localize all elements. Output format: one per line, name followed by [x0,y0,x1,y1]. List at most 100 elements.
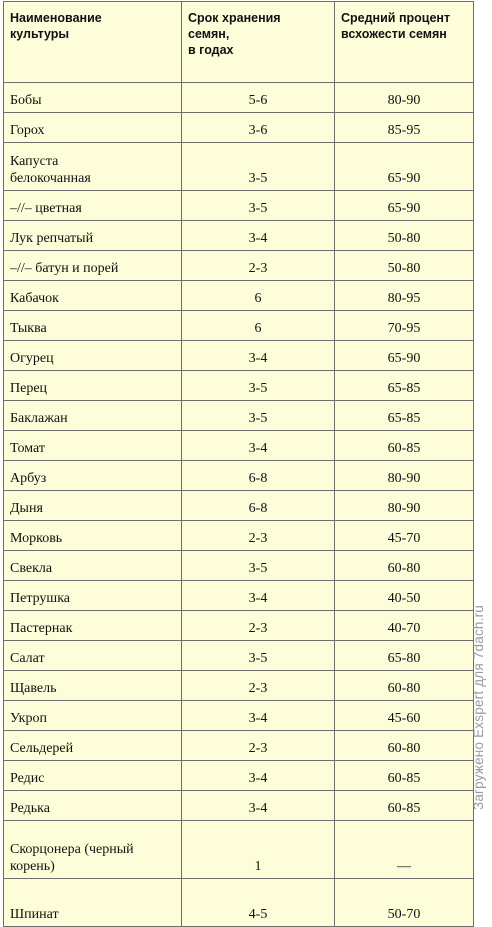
cell-storage-years: 3-4 [181,580,335,611]
cell-germination-percent: 85-95 [334,112,474,143]
table-row: Бобы 5-6 80-90 [3,82,474,113]
cell-storage-years: 3-4 [181,700,335,731]
cell-germination-percent: 60-85 [334,430,474,461]
cell-storage-years: 2-3 [181,730,335,761]
cell-culture-name: Бобы [3,82,182,113]
cell-germination-percent: 60-85 [334,790,474,821]
cell-germination-percent: 80-90 [334,82,474,113]
cell-germination-percent: 50-70 [334,878,474,927]
cell-storage-years: 6-8 [181,460,335,491]
table-row: Морковь 2-3 45-70 [3,520,474,551]
cell-culture-name: Перец [3,370,182,401]
cell-germination-percent: — [334,820,474,879]
table-row: Томат 3-4 60-85 [3,430,474,461]
table-row: Редис 3-4 60-85 [3,760,474,791]
cell-germination-percent: 65-85 [334,370,474,401]
cell-germination-percent: 50-80 [334,220,474,251]
cell-storage-years: 3-5 [181,550,335,581]
cell-culture-name: Баклажан [3,400,182,431]
cell-culture-name: Дыня [3,490,182,521]
cell-culture-name: Капуста белокочанная [3,142,182,191]
table-row: –//– батун и порей 2-3 50-80 [3,250,474,281]
cell-culture-name: Щавель [3,670,182,701]
cell-storage-years: 3-4 [181,760,335,791]
table-header-row: Наименование культуры Срок хранения семя… [3,1,474,83]
cell-culture-name: Томат [3,430,182,461]
cell-culture-name: Укроп [3,700,182,731]
table-row: Арбуз 6-8 80-90 [3,460,474,491]
cell-storage-years: 6-8 [181,490,335,521]
cell-germination-percent: 45-70 [334,520,474,551]
cell-storage-years: 3-6 [181,112,335,143]
table-row: Пастернак 2-3 40-70 [3,610,474,641]
table-row: Горох 3-6 85-95 [3,112,474,143]
cell-germination-percent: 65-90 [334,190,474,221]
table-row: Баклажан 3-5 65-85 [3,400,474,431]
table-row: Дыня 6-8 80-90 [3,490,474,521]
table-row: Перец 3-5 65-85 [3,370,474,401]
cell-storage-years: 5-6 [181,82,335,113]
cell-germination-percent: 60-80 [334,730,474,761]
cell-culture-name: Редис [3,760,182,791]
cell-culture-name: Арбуз [3,460,182,491]
header-storage-years: Срок хранения семян, в годах [181,1,335,83]
cell-germination-percent: 65-80 [334,640,474,671]
cell-storage-years: 3-5 [181,190,335,221]
cell-storage-years: 3-5 [181,640,335,671]
cell-storage-years: 3-5 [181,370,335,401]
table-row: Петрушка 3-4 40-50 [3,580,474,611]
table-row: Сельдерей 2-3 60-80 [3,730,474,761]
seed-storage-table: Наименование культуры Срок хранения семя… [3,1,474,927]
cell-culture-name: Редька [3,790,182,821]
cell-germination-percent: 80-90 [334,490,474,521]
cell-storage-years: 1 [181,820,335,879]
cell-storage-years: 3-5 [181,400,335,431]
cell-germination-percent: 40-50 [334,580,474,611]
cell-culture-name: Тыква [3,310,182,341]
cell-culture-name: Салат [3,640,182,671]
cell-storage-years: 2-3 [181,520,335,551]
cell-germination-percent: 80-90 [334,460,474,491]
cell-culture-name: Скорцонера (черный корень) [3,820,182,879]
cell-storage-years: 3-5 [181,142,335,191]
cell-culture-name: Сельдерей [3,730,182,761]
cell-culture-name: Огурец [3,340,182,371]
cell-germination-percent: 65-90 [334,142,474,191]
cell-culture-name: Кабачок [3,280,182,311]
table-row: Тыква 6 70-95 [3,310,474,341]
seed-table-container: Наименование культуры Срок хранения семя… [3,1,474,927]
cell-germination-percent: 60-80 [334,550,474,581]
cell-storage-years: 4-5 [181,878,335,927]
table-row: Шпинат 4-5 50-70 [3,878,474,927]
cell-germination-percent: 80-95 [334,280,474,311]
cell-culture-name: Шпинат [3,878,182,927]
cell-germination-percent: 70-95 [334,310,474,341]
cell-germination-percent: 60-80 [334,670,474,701]
table-row: Свекла 3-5 60-80 [3,550,474,581]
cell-germination-percent: 50-80 [334,250,474,281]
table-row: –//– цветная 3-5 65-90 [3,190,474,221]
table-row: Лук репчатый 3-4 50-80 [3,220,474,251]
cell-storage-years: 3-4 [181,790,335,821]
cell-storage-years: 6 [181,280,335,311]
cell-germination-percent: 65-85 [334,400,474,431]
cell-culture-name: –//– батун и порей [3,250,182,281]
cell-storage-years: 3-4 [181,430,335,461]
cell-germination-percent: 40-70 [334,610,474,641]
cell-culture-name: –//– цветная [3,190,182,221]
table-row: Укроп 3-4 45-60 [3,700,474,731]
cell-storage-years: 3-4 [181,340,335,371]
table-body: Бобы 5-6 80-90 Горох 3-6 85-95 Капуста белокоч… [3,82,474,927]
table-row: Огурец 3-4 65-90 [3,340,474,371]
cell-culture-name: Петрушка [3,580,182,611]
cell-culture-name: Горох [3,112,182,143]
watermark-text: Загружено Exspert для 7dach.ru [471,605,486,810]
cell-storage-years: 2-3 [181,250,335,281]
header-culture: Наименование культуры [3,1,182,83]
table-row: Салат 3-5 65-80 [3,640,474,671]
cell-germination-percent: 45-60 [334,700,474,731]
cell-culture-name: Лук репчатый [3,220,182,251]
table-row: Скорцонера (черный корень) 1— [3,820,474,879]
table-row: Кабачок 6 80-95 [3,280,474,311]
cell-germination-percent: 65-90 [334,340,474,371]
